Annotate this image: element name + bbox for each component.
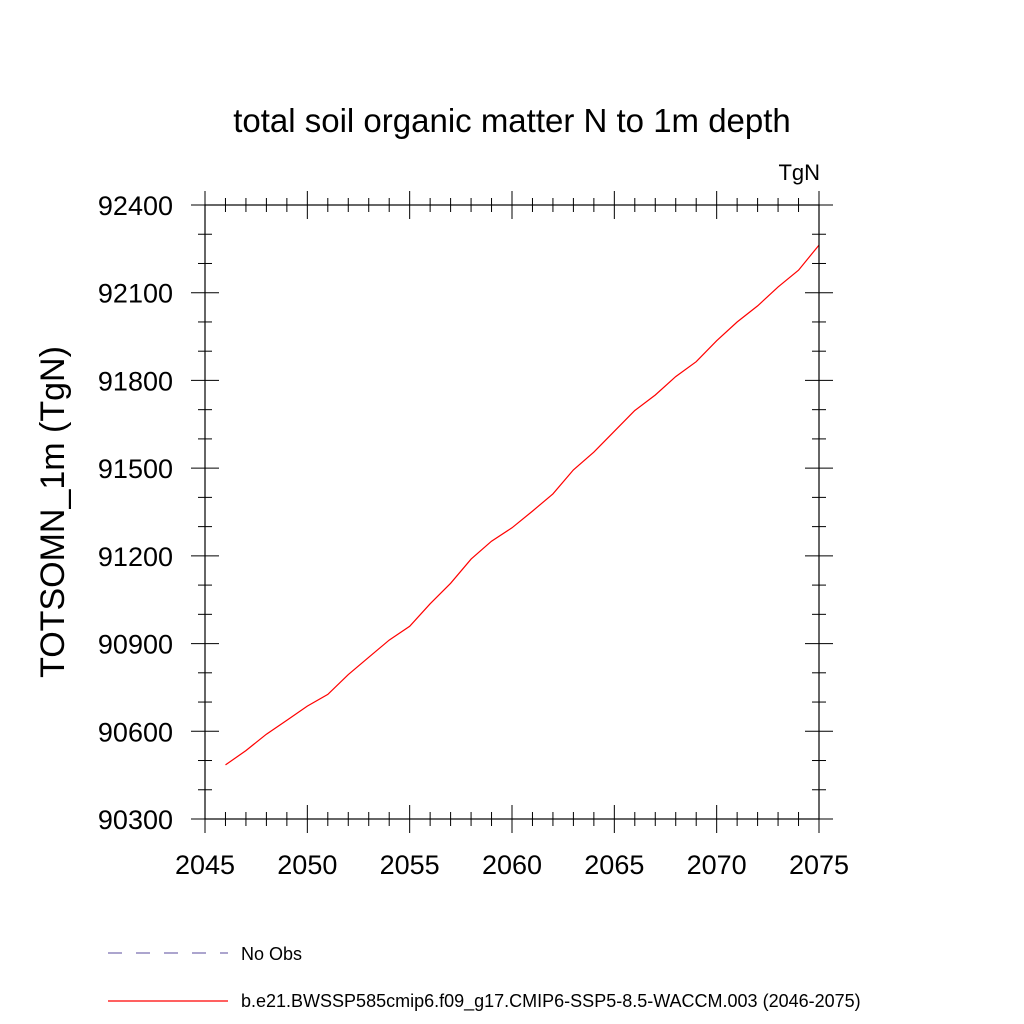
y-tick-label: 90300 bbox=[98, 805, 173, 835]
y-tick-label: 90600 bbox=[98, 717, 173, 747]
x-axis: 2045 2050 2055 2060 2065 2070 2075 bbox=[175, 191, 849, 880]
y-axis: 90300 90600 90900 91200 91500 91800 92100 92400 bbox=[98, 191, 833, 835]
x-tick-label: 2045 bbox=[175, 850, 235, 880]
y-tick-label: 92100 bbox=[98, 279, 173, 309]
series-layer bbox=[225, 244, 820, 766]
y-tick-label: 90900 bbox=[98, 630, 173, 660]
y-tick-label: 91200 bbox=[98, 542, 173, 572]
x-tick-label: 2050 bbox=[277, 850, 337, 880]
y-tick-label: 92400 bbox=[98, 191, 173, 221]
x-tick-label: 2060 bbox=[482, 850, 542, 880]
chart-title: total soil organic matter N to 1m depth bbox=[233, 102, 791, 139]
x-tick-label: 2055 bbox=[380, 850, 440, 880]
x-tick-label: 2075 bbox=[789, 850, 849, 880]
legend: No Obs b.e21.BWSSP585cmip6.f09_g17.CMIP6… bbox=[108, 944, 861, 1012]
y-tick-label: 91800 bbox=[98, 366, 173, 396]
units-label: TgN bbox=[778, 160, 820, 185]
series-line-0 bbox=[225, 244, 820, 766]
legend-label-no-obs: No Obs bbox=[241, 944, 302, 964]
plot-frame bbox=[204, 204, 820, 820]
legend-label-model-run: b.e21.BWSSP585cmip6.f09_g17.CMIP6-SSP5-8… bbox=[241, 991, 861, 1012]
x-tick-label: 2070 bbox=[687, 850, 747, 880]
x-tick-label: 2065 bbox=[584, 850, 644, 880]
y-axis-label: TOTSOMN_1m (TgN) bbox=[34, 346, 72, 678]
y-tick-label: 91500 bbox=[98, 454, 173, 484]
